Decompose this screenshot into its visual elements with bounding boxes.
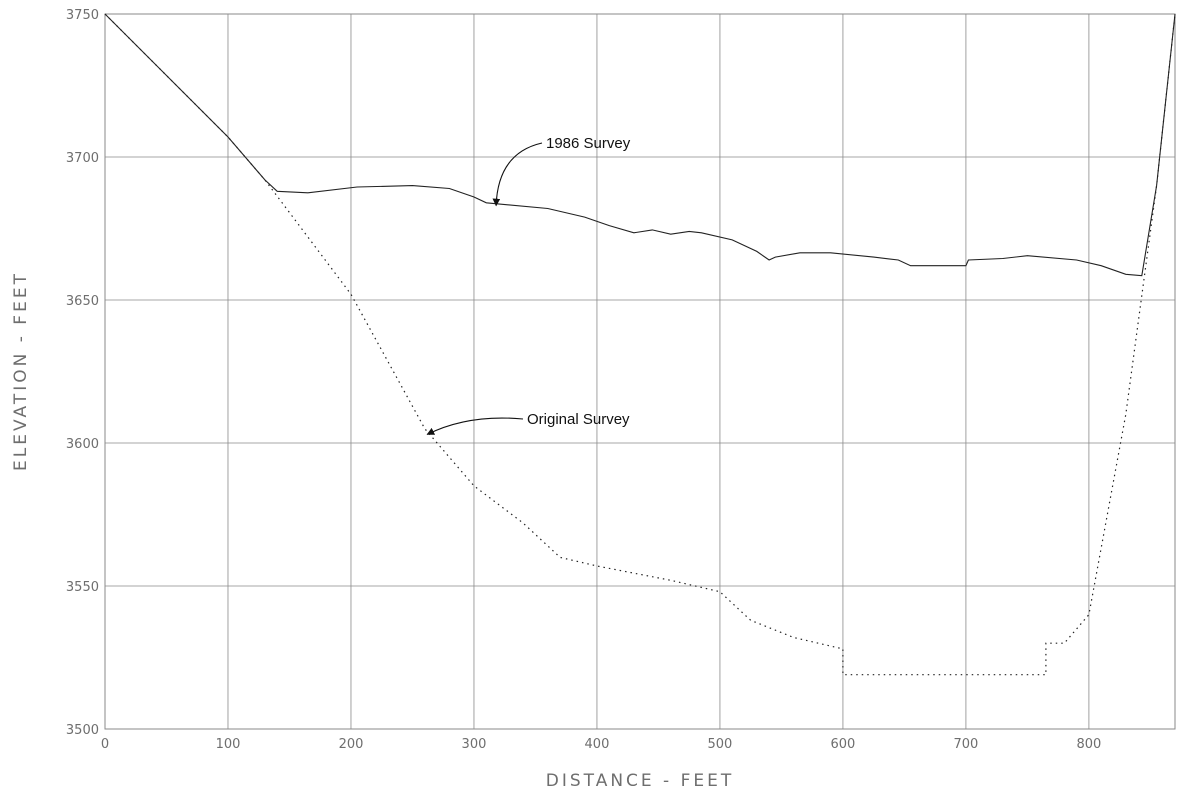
y-axis-title: ELEVATION - FEET bbox=[11, 271, 31, 471]
x-tick-label: 500 bbox=[708, 737, 733, 752]
annotation-arrow bbox=[492, 142, 543, 207]
1986-survey-line bbox=[104, 13, 1176, 277]
x-tick-label: 100 bbox=[216, 737, 241, 752]
x-tick-label: 200 bbox=[339, 737, 364, 752]
x-tick-label: 0 bbox=[101, 737, 109, 752]
x-tick-label: 400 bbox=[585, 737, 610, 752]
x-tick-label: 800 bbox=[1076, 737, 1101, 752]
x-tick-labels: 0 100 200 300 400 500 600 700 800 bbox=[101, 737, 1101, 752]
annotation-arrow bbox=[426, 417, 524, 435]
annotation-label: Original Survey bbox=[527, 411, 630, 428]
y-tick-labels: 3500 3550 3600 3650 3700 3750 bbox=[66, 8, 99, 738]
y-tick-label: 3750 bbox=[66, 8, 99, 23]
series-lines bbox=[104, 13, 1176, 676]
y-tick-label: 3650 bbox=[66, 294, 99, 309]
annotation-label: 1986 Survey bbox=[546, 135, 631, 152]
y-tick-label: 3600 bbox=[66, 437, 99, 452]
annotations: 1986 Survey Original Survey bbox=[426, 135, 631, 435]
y-tick-label: 3700 bbox=[66, 151, 99, 166]
x-tick-label: 700 bbox=[954, 737, 979, 752]
x-tick-label: 600 bbox=[831, 737, 856, 752]
grid-lines bbox=[104, 13, 1175, 730]
x-axis-title: DISTANCE - FEET bbox=[546, 771, 735, 791]
y-tick-label: 3500 bbox=[66, 723, 99, 738]
original-survey-line bbox=[104, 13, 1176, 676]
y-tick-label: 3550 bbox=[66, 580, 99, 595]
x-tick-label: 300 bbox=[462, 737, 487, 752]
plot-frame bbox=[104, 13, 1176, 730]
